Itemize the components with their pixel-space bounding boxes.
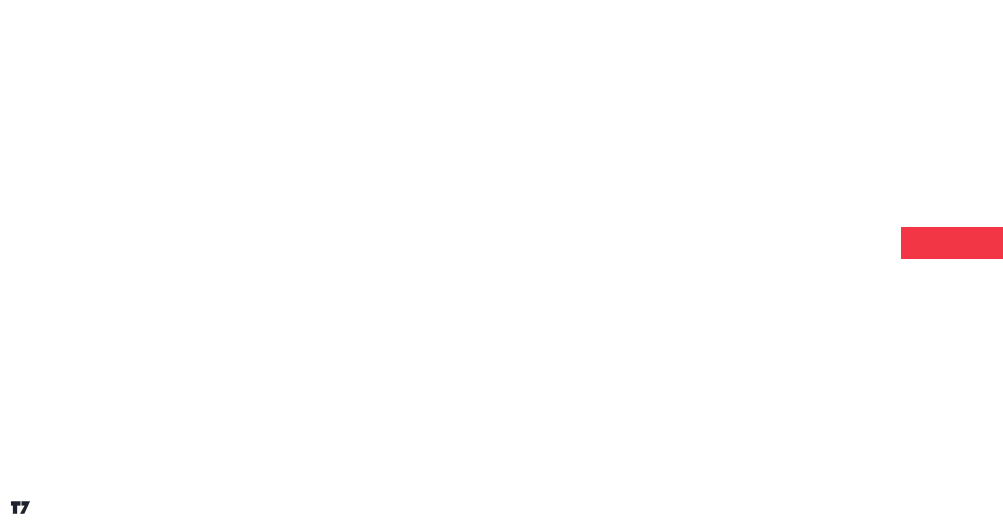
- tradingview-logo-icon: [10, 501, 31, 514]
- tradingview-logo[interactable]: [10, 500, 37, 515]
- last-price-badge[interactable]: [901, 227, 1003, 259]
- bar-countdown: [909, 231, 1003, 233]
- time-scale[interactable]: [0, 470, 900, 492]
